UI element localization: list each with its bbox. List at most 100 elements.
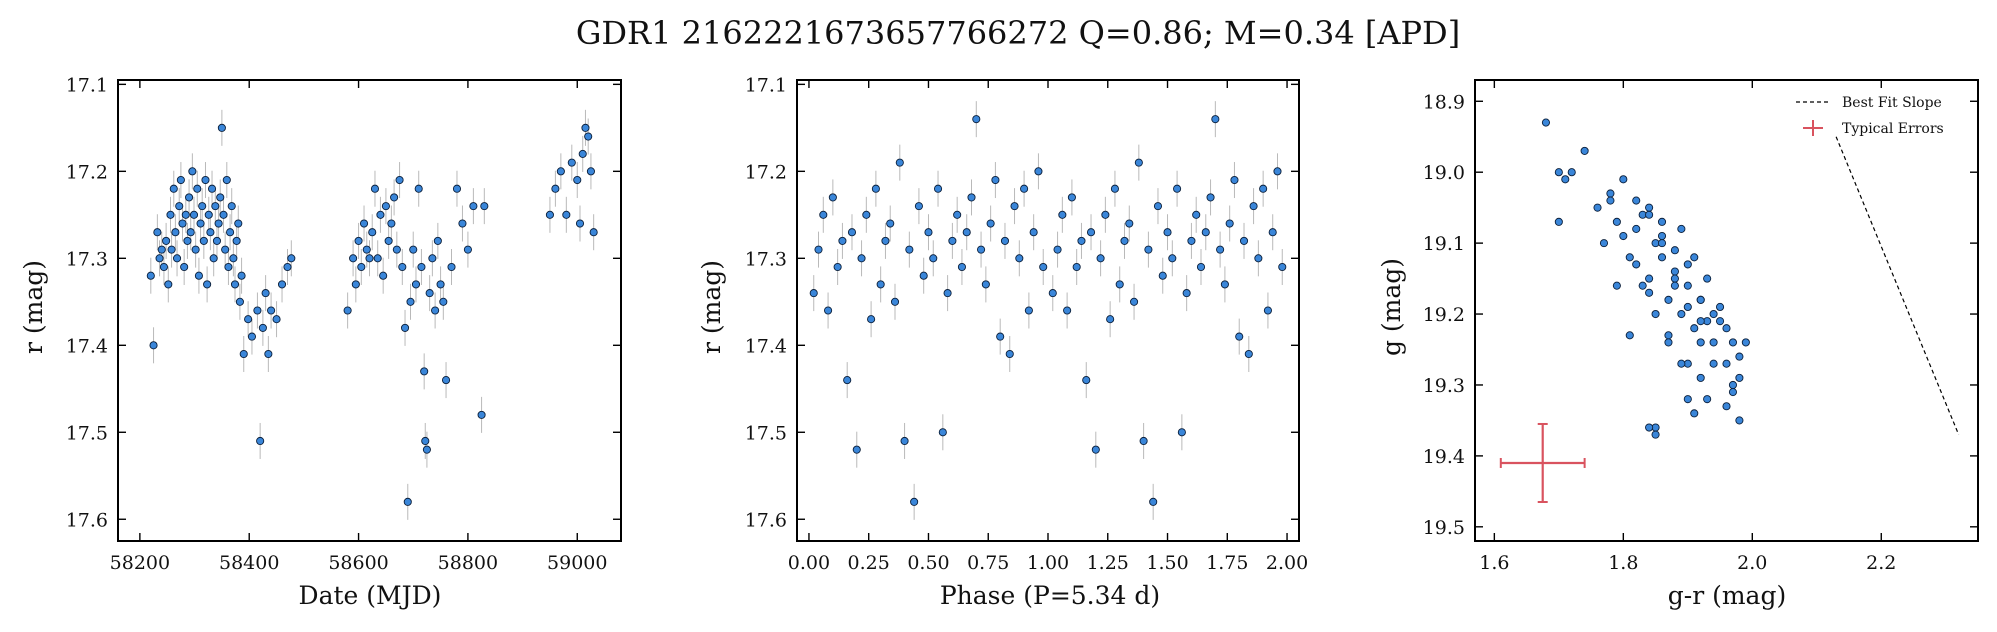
ph-data-point [1130,297,1139,306]
lc-data-point [230,280,240,289]
lc-data-point [414,184,423,193]
cm-data-point [1657,239,1667,248]
lc-data-point [244,315,253,324]
cm-data-point [1703,274,1712,283]
lc-data-point [562,210,571,219]
ph-data-point [871,184,880,193]
cm-data-point [1670,246,1679,255]
cm-data-point [1567,168,1576,177]
lc-y-tick-label: 17.1 [66,74,108,96]
ph-data-point [1091,445,1100,454]
lc-data-point [253,306,262,315]
ph-y-tick-label: 17.6 [745,509,787,531]
lc-data-point [237,271,246,280]
ph-data-point [1067,193,1076,202]
ph-data-point [1192,210,1201,219]
lc-data-point [226,228,235,237]
lc-data-point [420,367,429,376]
ph-data-point [1010,202,1019,211]
cm-data-point [1735,373,1744,382]
ph-data-point [862,210,871,219]
cm-data-point [1677,359,1686,368]
ph-data-point [1115,280,1124,289]
cm-data-point [1645,210,1654,219]
lc-data-point [392,245,401,254]
lc-data-point [221,245,230,254]
ph-data-point [1173,184,1182,193]
ph-x-tick-label: 1.50 [1146,552,1188,574]
lc-data-point [239,349,248,359]
ph-data-point [1153,202,1163,211]
cm-data-point [1728,338,1737,347]
lc-data-point [417,262,426,272]
x-axis-label-date: Date (MJD) [299,581,442,610]
ph-data-point [1206,193,1215,202]
cm-x-tick-label: 2.0 [1737,552,1767,574]
cm-data-point [1593,203,1602,212]
cm-data-point [1677,224,1686,233]
lc-data-point [157,245,166,254]
lc-data-point [191,245,200,254]
lc-data-point [586,167,595,176]
ph-data-point [1096,254,1105,263]
lc-data-point [261,289,270,298]
lc-data-point [272,315,281,324]
legend-error-swatch [1803,120,1823,136]
ph-data-point [1149,497,1158,506]
lc-data-point [283,262,292,272]
cm-data-point [1606,196,1615,205]
ph-data-point [1029,228,1038,237]
cm-data-point [1683,281,1692,290]
ph-data-point [938,428,947,437]
ph-data-point [847,228,857,237]
ph-y-tick-label: 17.5 [745,422,787,444]
lc-data-point [209,254,218,263]
lc-data-point [183,236,192,245]
ph-data-point [1110,184,1119,193]
cm-data-point [1599,239,1609,248]
phased-frame [796,79,1300,542]
ph-data-point [953,210,962,219]
ph-data-point [890,297,900,306]
ph-data-point [1278,262,1287,272]
ph-data-point [1216,245,1225,254]
cm-data-point [1657,231,1667,241]
panel-color-magnitude: g-r (mag) g (mag) 1.6 1.8 2.0 2.2 18.9 19.0 19… [1377,79,1979,610]
lc-data-point [357,262,366,272]
ph-data-point [876,280,885,289]
lc-data-point [354,236,363,245]
cm-data-point [1735,416,1744,425]
lc-data-point [171,228,180,237]
lc-data-point [207,184,217,193]
ph-data-point [1201,228,1210,237]
ph-data-point [1134,158,1143,167]
cm-data-point [1735,352,1744,361]
ph-data-point [924,228,933,237]
cm-data-point [1632,224,1641,233]
ph-data-point [1125,219,1134,228]
lc-data-point [480,202,489,211]
lc-data-point [373,254,382,263]
x-axis-label-phase: Phase (P=5.34 d) [940,581,1160,610]
ph-data-point [1187,236,1196,245]
cm-data-point [1657,253,1667,262]
lc-data-point [439,297,448,306]
cm-y-tick-label: 19.4 [1423,446,1465,468]
lc-x-tick-label: 58600 [328,552,388,574]
lc-data-point [258,323,267,332]
lightcurve-marks: 58200 58400 58600 58800 59000 17.1 17.2 17.3 17.… [66,74,621,574]
cm-data-point [1670,274,1679,283]
cm-data-point [1709,309,1718,319]
lc-data-point [376,210,385,219]
lightcurve-frame [117,79,622,542]
ph-data-point [933,184,943,193]
ph-data-point [833,262,842,272]
cm-data-point [1670,267,1679,276]
cm-data-point [1683,302,1692,312]
ph-data-point [977,245,986,254]
panel-phased: Phase (P=5.34 d) r (mag) 0.00 0.25 0.50 0.7… [697,74,1308,610]
legend-fit-label: Best Fit Slope [1842,95,1942,111]
cm-data-point [1690,253,1699,262]
lc-data-point [277,280,287,289]
cm-data-point [1696,295,1705,304]
